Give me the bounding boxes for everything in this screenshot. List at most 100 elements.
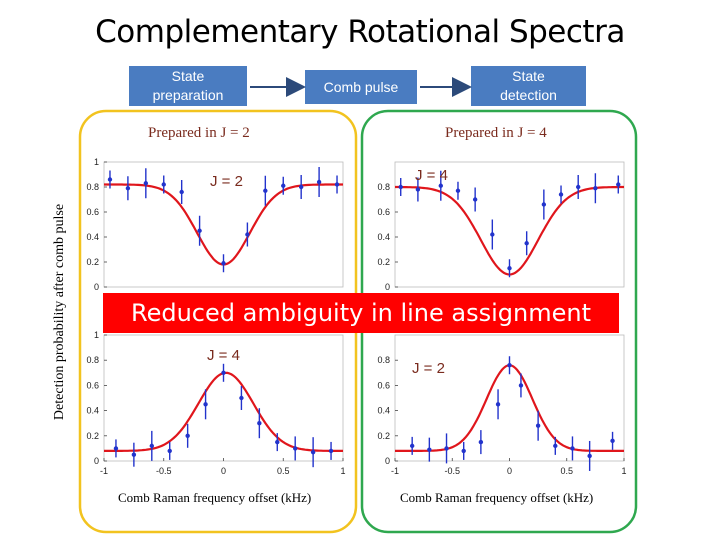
annotation-bottom-left: J = 4 [207,347,240,364]
y-tick-label: 0.4 [86,232,99,242]
y-tick-label: 0.8 [377,355,390,365]
data-point [610,438,615,444]
y-tick-label: 0.2 [377,257,390,267]
data-point [478,439,484,445]
data-point [472,197,478,202]
data-point [179,189,184,195]
data-point [444,446,449,451]
x-tick-label: -0.5 [444,466,460,476]
y-tick-label: 1 [94,330,99,340]
data-point [461,448,466,454]
data-point [593,186,598,191]
x-tick-label: 1 [621,466,626,476]
data-point [553,443,558,449]
data-point [507,266,512,271]
annotation-top-right: J = 4 [415,167,448,184]
data-point [125,186,131,191]
y-tick-label: 0.8 [86,355,99,365]
y-tick-label: 0.8 [377,182,390,192]
data-point [616,182,621,187]
fit-curve-bottom-left [104,371,343,452]
state-detection-line1: State [512,68,545,84]
x-tick-label: -1 [391,466,399,476]
data-point [328,448,334,454]
data-point [197,228,202,233]
data-point [113,446,119,451]
y-tick-label: 0.6 [377,380,390,390]
data-point [558,192,564,197]
y-tick-label: 0.2 [86,257,99,267]
data-point [541,202,547,207]
comb-pulse-box: Comb pulse [305,70,417,104]
data-point [524,241,529,246]
data-point [149,443,154,449]
y-tick-label: 0.2 [377,431,390,441]
data-point [239,395,244,401]
state-preparation-line2: preparation [152,87,224,103]
data-point [576,184,581,190]
x-tick-label: 0 [221,466,226,476]
data-point [185,433,190,438]
data-point [438,183,443,188]
state-detection-box: State detection [471,66,586,106]
y-tick-label: 0.4 [377,406,390,416]
data-point [143,181,149,186]
data-point [535,423,541,428]
plot-frame-top-right [394,161,625,288]
data-point [298,184,304,190]
y-tick-label: 0.4 [377,232,390,242]
y-tick-label: 0 [94,456,99,466]
prepared-j2-label: Prepared in J = 2 [148,125,250,141]
data-point [334,182,340,187]
x-tick-label: 0.5 [277,466,290,476]
data-point [221,261,226,266]
x-tick-label: 1 [340,466,345,476]
y-tick-label: 0.6 [86,380,99,390]
reduced-ambiguity-banner: Reduced ambiguity in line assignment [103,293,619,333]
state-preparation-line1: State [171,68,205,84]
data-point [203,402,208,407]
y-tick-label: 0.6 [86,207,99,217]
data-point [415,187,421,192]
y-tick-label: 0 [385,282,390,292]
y-tick-label: 0 [385,456,390,466]
y-tick-label: 0.8 [86,182,99,192]
annotation-top-left: J = 2 [210,173,243,190]
prepared-j4-label: Prepared in J = 4 [445,125,547,141]
data-point [518,383,524,388]
state-preparation-box: State preparation [129,66,247,106]
annotation-bottom-right: J = 2 [412,360,445,377]
data-point [427,447,432,452]
data-point [281,183,286,188]
data-point [587,453,592,459]
data-point [495,402,501,407]
data-point [107,177,113,182]
data-point [221,370,226,375]
plot-frame-top-left [103,161,344,288]
data-point [316,179,322,185]
x-tick-label: 0.5 [560,466,573,476]
state-detection-line2: detection [500,87,557,103]
data-point [293,446,298,451]
y-tick-label: 0 [94,282,99,292]
fit-curve-top-left [104,183,343,266]
data-point [570,446,575,451]
y-tick-label: 1 [94,157,99,167]
data-point [409,443,415,449]
data-point [398,184,403,190]
data-point [310,449,316,455]
x-tick-label: -1 [100,466,108,476]
slide-title: Complementary Rotational Spectra [95,14,625,50]
data-point [257,421,262,426]
data-point [245,232,250,237]
y-tick-label: 0.2 [86,431,99,441]
x-tick-label: -0.5 [156,466,172,476]
data-point [131,452,137,457]
x-tick-label: 0 [507,466,512,476]
x-axis-label-left: Comb Raman frequency offset (kHz) [118,490,312,505]
y-tick-label: 0.4 [86,406,99,416]
y-tick-label: 0.6 [377,207,390,217]
x-axis-label-right: Comb Raman frequency offset (kHz) [400,490,594,505]
data-point [161,182,166,187]
